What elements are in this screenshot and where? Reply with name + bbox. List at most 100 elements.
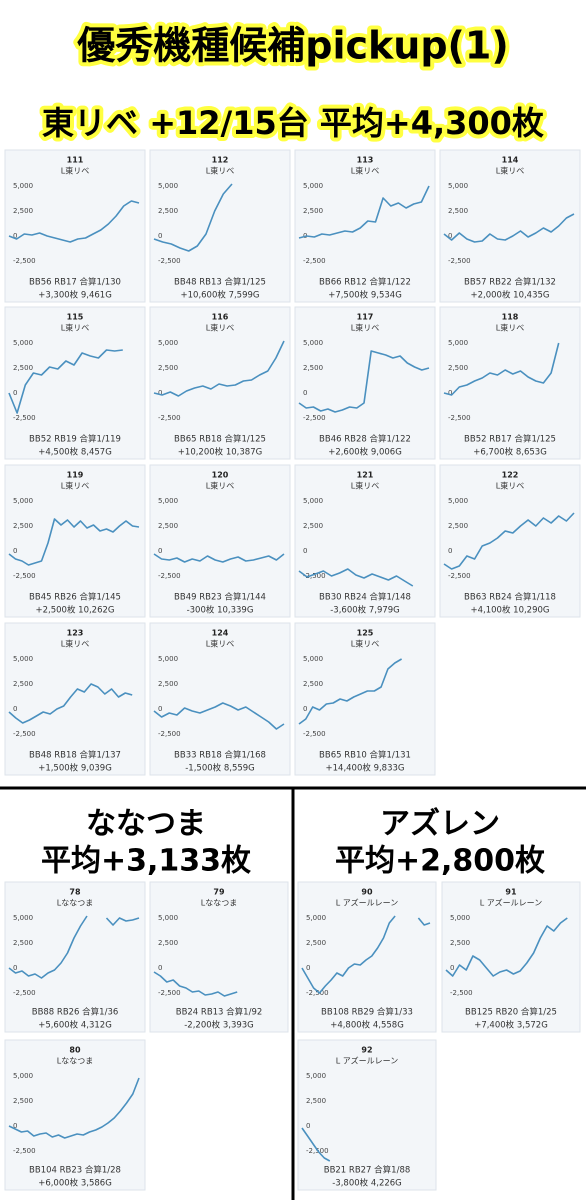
- annotation: BB63 RB24 合算1/118: [464, 592, 556, 603]
- line: [298, 568, 414, 587]
- chart-title: 90: [361, 888, 373, 897]
- annotation: +4,800枚 4,558G: [330, 1020, 404, 1031]
- annotation: +10,200枚 10,387G: [178, 447, 262, 458]
- y-tick-label: 0: [13, 964, 17, 972]
- y-tick-label: 0: [13, 1122, 17, 1130]
- annotation: +2,000枚 10,435G: [471, 290, 550, 301]
- chart-title: 119: [67, 471, 84, 480]
- annotation: BB49 RB23 合算1/144: [174, 592, 266, 603]
- y-tick-label: 5,000: [158, 497, 178, 505]
- y-tick-label: -2,500: [13, 257, 36, 265]
- chart-subtitle: Lななつま: [57, 899, 93, 908]
- y-tick-label: -2,500: [303, 257, 326, 265]
- card: [294, 464, 436, 618]
- y-tick-label: 2,500: [13, 364, 33, 372]
- chart-title: 123: [67, 629, 84, 638]
- y-tick-label: 0: [450, 964, 454, 972]
- annotation: +3,300枚 9,461G: [38, 290, 112, 301]
- annotation: BB57 RB22 合算1/132: [464, 277, 556, 288]
- annotation: BB21 RB27 合算1/88: [324, 1165, 411, 1176]
- y-tick-label: 0: [158, 964, 162, 972]
- card: [149, 464, 291, 618]
- y-tick-label: 5,000: [306, 914, 326, 922]
- card: [439, 306, 581, 460]
- y-tick-label: 5,000: [306, 1072, 326, 1080]
- y-tick-label: 2,500: [13, 207, 33, 215]
- annotation: +7,400枚 3,572G: [474, 1020, 548, 1031]
- chart-subtitle: L東リベ: [496, 323, 524, 333]
- card: [294, 306, 436, 460]
- annotation: BB108 RB29 合算1/33: [321, 1007, 413, 1018]
- line: [153, 971, 238, 997]
- y-tick-label: 5,000: [13, 497, 33, 505]
- chart-title: 116: [212, 313, 229, 322]
- y-tick-label: -2,500: [158, 572, 181, 580]
- chart-title: 78: [69, 888, 81, 897]
- y-tick-label: 5,000: [158, 914, 178, 922]
- chart-subtitle: L東リベ: [496, 166, 524, 176]
- y-tick-label: 0: [13, 547, 17, 555]
- y-tick-label: 2,500: [13, 1097, 33, 1105]
- card: [297, 881, 437, 1033]
- y-tick-label: 0: [306, 1122, 310, 1130]
- y-tick-label: 5,000: [13, 339, 33, 347]
- chart-title: 92: [361, 1046, 372, 1055]
- card: [149, 622, 291, 776]
- chart-title: 121: [357, 471, 374, 480]
- annotation: -300枚 10,339G: [187, 605, 254, 616]
- y-tick-label: 2,500: [448, 364, 468, 372]
- annotation: BB65 RB18 合算1/125: [174, 434, 266, 445]
- chart-subtitle: L東リベ: [61, 166, 89, 176]
- y-tick-label: 2,500: [13, 939, 33, 947]
- line: [153, 553, 285, 563]
- y-tick-label: -2,500: [13, 989, 36, 997]
- y-tick-label: 5,000: [450, 914, 470, 922]
- y-tick-label: 5,000: [448, 497, 468, 505]
- y-tick-label: 0: [13, 389, 17, 397]
- chart-title: 120: [212, 471, 229, 480]
- y-tick-label: -2,500: [306, 989, 329, 997]
- chart-subtitle: L東リベ: [61, 481, 89, 491]
- chart-title: 124: [212, 629, 229, 638]
- chart-title: 125: [357, 629, 374, 638]
- y-tick-label: -2,500: [13, 730, 36, 738]
- chart-title: 113: [357, 156, 374, 165]
- y-tick-label: 5,000: [158, 182, 178, 190]
- y-tick-label: 2,500: [13, 680, 33, 688]
- y-tick-label: 0: [13, 232, 17, 240]
- y-tick-label: 2,500: [306, 939, 326, 947]
- y-tick-label: -2,500: [448, 572, 471, 580]
- chart-subtitle: Lななつま: [201, 899, 237, 908]
- y-tick-label: 5,000: [13, 1072, 33, 1080]
- chart-title: 111: [67, 156, 84, 165]
- chart-subtitle: L アズールレーン: [336, 898, 399, 908]
- y-tick-label: 0: [303, 389, 307, 397]
- card: [4, 149, 146, 303]
- y-tick-label: 5,000: [448, 182, 468, 190]
- line: [445, 917, 568, 977]
- y-tick-label: -2,500: [448, 414, 471, 422]
- chart-subtitle: L アズールレーン: [336, 1056, 399, 1066]
- chart-subtitle: L東リベ: [206, 323, 234, 333]
- y-tick-label: 2,500: [450, 939, 470, 947]
- card: [149, 149, 291, 303]
- annotation: +1,500枚 9,039G: [38, 763, 112, 774]
- y-tick-label: 5,000: [303, 182, 323, 190]
- y-tick-label: -2,500: [448, 257, 471, 265]
- chart-title: 79: [213, 888, 225, 897]
- chart-subtitle: L東リベ: [351, 481, 379, 491]
- annotation: BB45 RB26 合算1/145: [29, 592, 121, 603]
- chart-title: 118: [502, 313, 519, 322]
- y-tick-label: 2,500: [303, 207, 323, 215]
- card: [439, 464, 581, 618]
- line: [8, 349, 123, 414]
- annotation: BB65 RB10 合算1/131: [319, 750, 411, 761]
- annotation: +4,500枚 8,457G: [38, 447, 112, 458]
- y-tick-label: 5,000: [13, 655, 33, 663]
- chart-title: 80: [69, 1046, 81, 1055]
- annotation: -3,800枚 4,226G: [332, 1178, 402, 1189]
- chart-title: 114: [502, 156, 519, 165]
- card: [149, 306, 291, 460]
- line: [301, 1127, 331, 1162]
